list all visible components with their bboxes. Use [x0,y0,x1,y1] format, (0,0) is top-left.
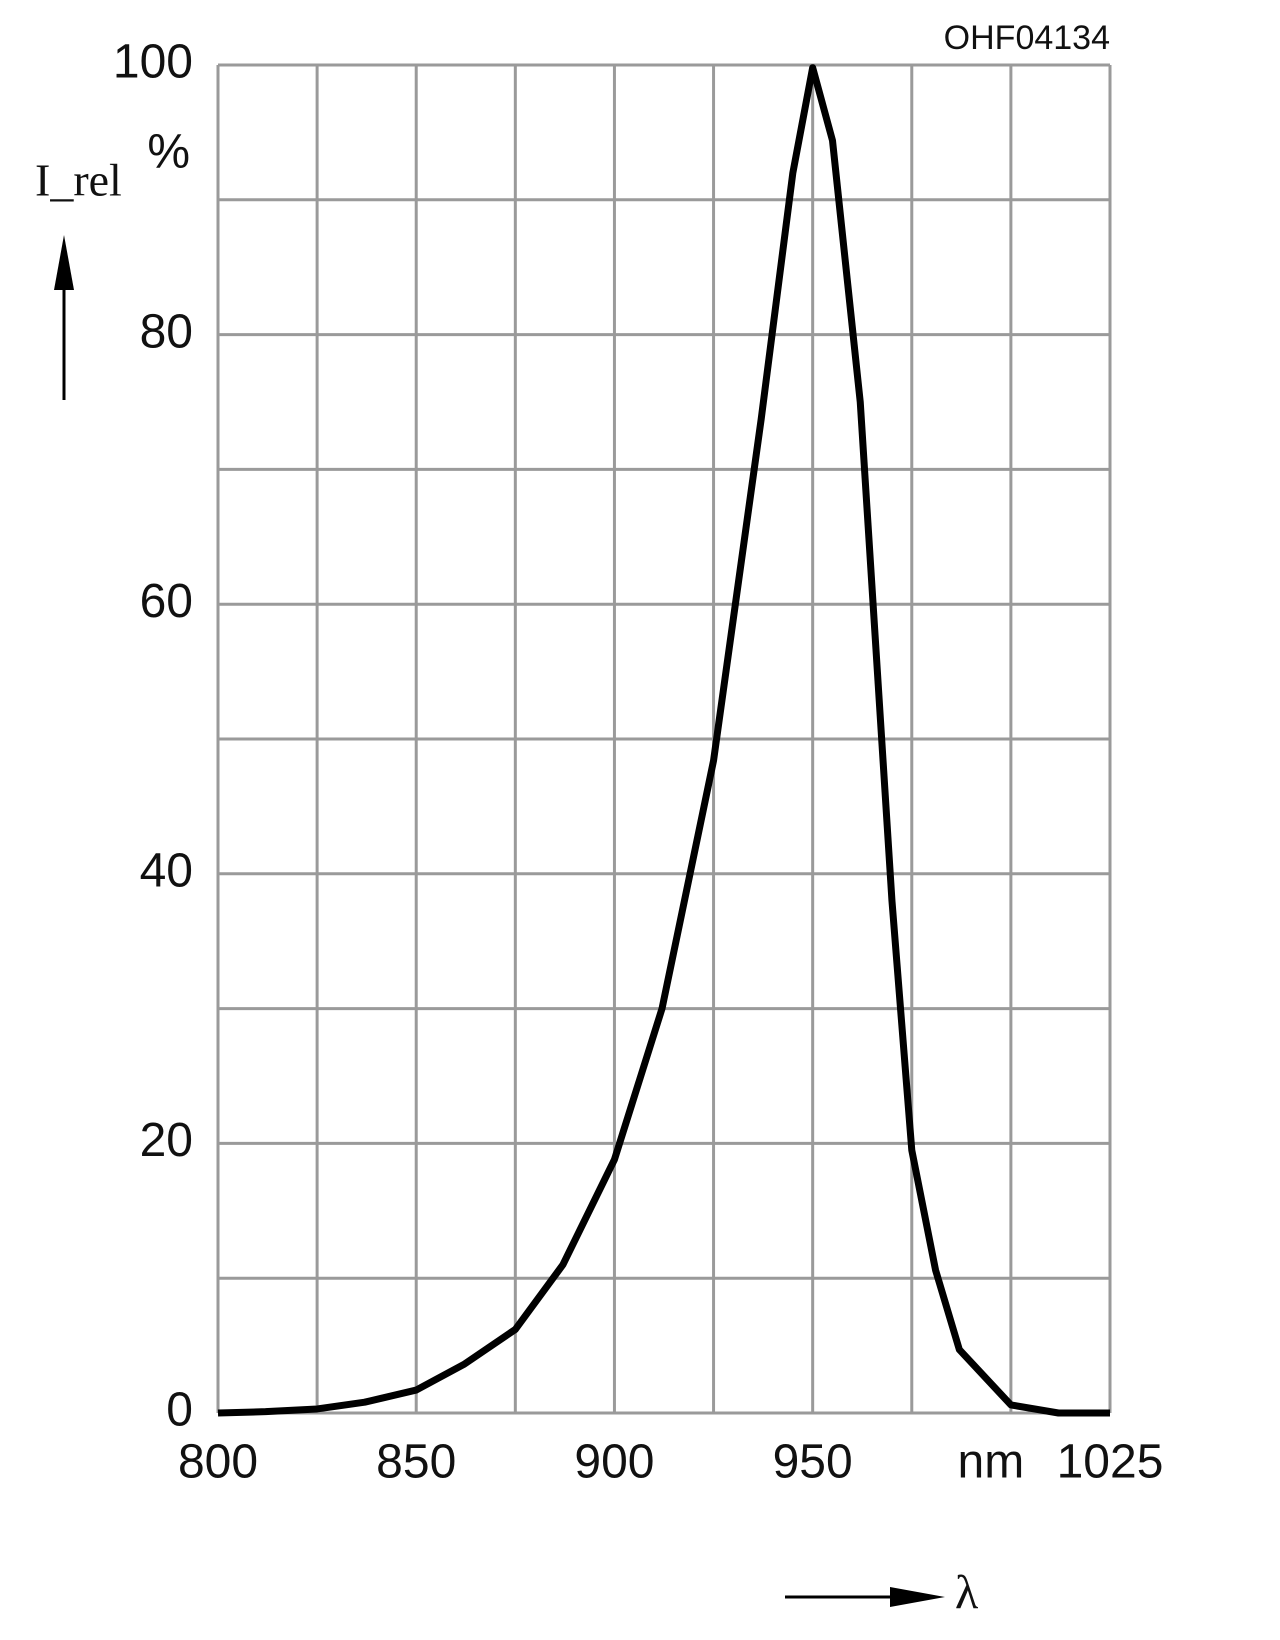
x-tick-label: 800 [178,1436,258,1489]
y-tick-label: 100 [113,36,193,89]
x-axis-label: λ [955,1566,979,1619]
x-tick-label: 950 [773,1436,853,1489]
y-tick-label: 60 [140,575,193,628]
x-tick-label: 850 [376,1436,456,1489]
x-tick-label: 900 [574,1436,654,1489]
x-unit: nm [958,1436,1025,1489]
y-tick-label: 20 [140,1114,193,1167]
y-tick-label: 0 [166,1384,193,1437]
data-line [217,64,1110,1417]
x-arrowhead [890,1587,945,1607]
y-axis-label: I_rel [35,155,122,206]
x-tick-label: 1025 [1057,1436,1164,1489]
figure-code: OHF04134 [944,19,1110,57]
y-tick-label: 80 [140,305,193,358]
y-arrowhead [54,235,74,290]
y-unit: % [147,126,190,179]
y-tick-label: 40 [140,844,193,897]
